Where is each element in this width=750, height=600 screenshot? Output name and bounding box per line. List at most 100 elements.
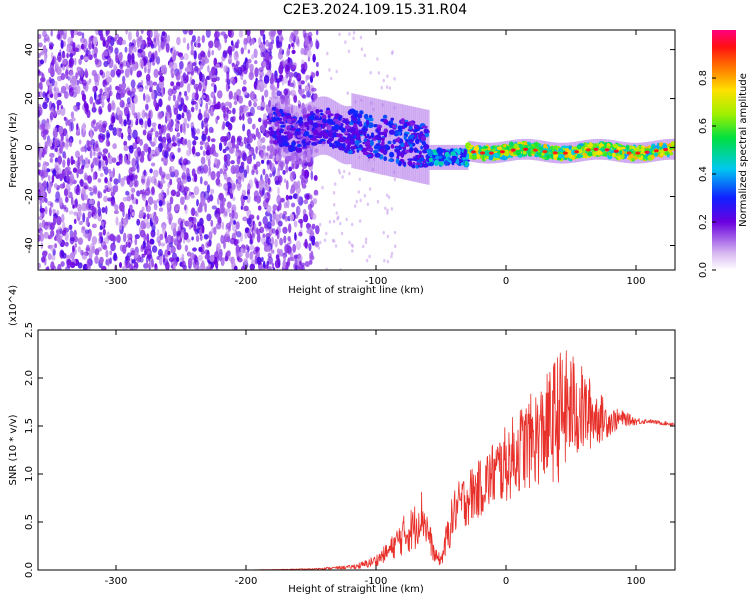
- spectrogram-cell: [39, 71, 43, 76]
- spectrogram-cell: [170, 68, 176, 77]
- spectrogram-cell: [295, 35, 300, 45]
- spectrogram-cell: [357, 190, 360, 194]
- spectrogram-cell: [55, 61, 59, 69]
- spectrogram-cell: [391, 51, 394, 56]
- spectrogram-cell: [651, 154, 655, 160]
- spectrogram-cell: [191, 127, 197, 136]
- spectrogram-cell: [145, 93, 150, 104]
- spectrogram-cell: [394, 244, 397, 248]
- spectrogram-cell: [288, 223, 292, 234]
- spectrogram-cell: [109, 90, 113, 96]
- spectrogram-cell: [291, 141, 296, 147]
- spectrogram-cell: [61, 229, 67, 236]
- spectrogram-cell: [74, 243, 78, 248]
- spectrogram-cell: [65, 196, 69, 203]
- spectrogram-cell: [135, 198, 139, 205]
- spectrogram-cell: [126, 97, 131, 105]
- spectrogram-cell: [203, 122, 209, 128]
- spectrogram-cell: [503, 150, 510, 157]
- spectrogram-cell: [309, 160, 314, 166]
- spectrogram-cell: [300, 80, 305, 85]
- spectrogram-cell: [204, 78, 208, 87]
- spectrogram-cell: [350, 139, 356, 145]
- spectrogram-cell: [85, 202, 89, 209]
- spectrogram-cell: [303, 213, 309, 223]
- spectrogram-cell: [542, 150, 548, 154]
- spectrogram-cell: [592, 143, 598, 149]
- spectrogram-cell: [117, 115, 123, 123]
- spectrogram-cell: [557, 148, 564, 153]
- spectrogram-cell: [400, 118, 406, 125]
- spectrogram-cell: [277, 220, 283, 227]
- spectrogram-cell: [280, 135, 286, 141]
- spectrogram-cell: [145, 260, 149, 269]
- spectrogram-cell: [124, 46, 128, 53]
- spectrogram-cell: [292, 243, 296, 253]
- spectrogram-cell: [264, 173, 269, 183]
- spectrogram-cell: [269, 213, 273, 223]
- spectrogram-cell: [420, 145, 423, 150]
- spectrogram-cell: [271, 262, 275, 269]
- spectrogram-cell: [351, 249, 354, 253]
- spectrogram-cell: [300, 136, 306, 140]
- spectrogram-cell: [81, 187, 85, 195]
- spectrogram-cell: [69, 178, 74, 186]
- spectrogram-cell: [216, 242, 221, 251]
- spectrogram-cell: [121, 88, 127, 95]
- spectrogram-cell: [296, 72, 302, 82]
- spectrogram-cell: [259, 75, 263, 82]
- spectrogram-cell: [81, 93, 87, 102]
- spectrogram-cell: [383, 258, 386, 263]
- spectrogram-cell: [195, 86, 199, 94]
- spectrogram-cell: [143, 65, 147, 74]
- spectrogram-cell: [158, 111, 164, 119]
- spectrogram-cell: [177, 235, 181, 241]
- spectrogram-cell: [571, 155, 575, 161]
- spectrogram-cell: [103, 92, 110, 100]
- spectrogram-cell: [404, 149, 410, 153]
- spectrogram-cell: [291, 202, 296, 208]
- spectrogram-cell: [49, 111, 54, 121]
- spectrogram-cell: [134, 267, 137, 270]
- spectrogram-cell: [301, 177, 304, 186]
- spectrogram-cell: [181, 175, 186, 180]
- spectrogram-cell: [310, 111, 314, 115]
- spectrogram-cell: [393, 77, 396, 81]
- spectrogram-cell: [266, 117, 273, 121]
- spectrogram-cell: [95, 30, 99, 36]
- spectrogram-cell: [279, 47, 283, 55]
- spectrogram-cell: [291, 171, 296, 179]
- colorbar: 0.0 0.2 0.4 0.6 0.8 Normalized spectral ampl…: [698, 30, 749, 278]
- spectrogram-cell: [80, 146, 86, 153]
- spectrogram-cell: [206, 213, 212, 222]
- spectrogram-cell: [306, 142, 310, 146]
- spectrogram-cell: [450, 151, 456, 156]
- spectrogram-cell: [419, 108, 422, 184]
- spectrogram-cell: [291, 117, 297, 121]
- spectrogram-cell: [321, 185, 324, 190]
- spectrogram-cell: [362, 151, 370, 156]
- spectrogram-cell: [94, 255, 99, 264]
- spectrogram-cell: [128, 167, 133, 176]
- spectrogram-cell: [102, 228, 106, 236]
- spectrogram-cell: [352, 124, 358, 128]
- spectrogram-cell: [386, 208, 389, 213]
- spectrogram-cell: [364, 240, 368, 245]
- spectrogram-cell: [249, 63, 254, 72]
- spectrogram-cell: [44, 55, 47, 64]
- spectrogram-cell: [68, 210, 74, 215]
- spectrogram-cell: [359, 198, 362, 203]
- spectrogram-cell: [163, 36, 168, 47]
- spectrogram-cell: [146, 233, 150, 243]
- spectrogram-cell: [138, 87, 144, 93]
- spectrogram-cell: [335, 69, 338, 74]
- spectrogram-cell: [301, 139, 307, 145]
- spectrogram-cell: [596, 150, 603, 156]
- spectrogram-cell: [180, 196, 185, 205]
- spectrogram-cell: [635, 151, 641, 155]
- spectrogram-cell: [123, 145, 129, 152]
- spectrogram-cell: [256, 196, 260, 204]
- spectrogram-cell: [262, 233, 266, 238]
- spectrogram-cell: [163, 161, 168, 166]
- spectrogram-cell: [91, 161, 95, 168]
